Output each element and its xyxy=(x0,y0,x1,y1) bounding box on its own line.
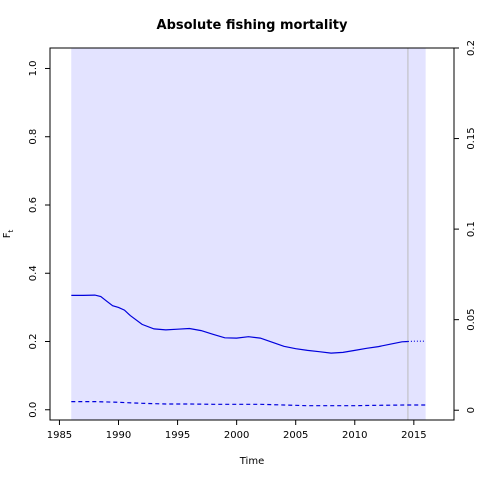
series-line-solid-0 xyxy=(71,294,408,354)
y-right-tick-label-1: 0.05 xyxy=(466,309,477,331)
x-tick-label-1995: 1995 xyxy=(165,430,190,441)
x-axis-label: Time xyxy=(239,456,264,467)
chart-title: Absolute fishing mortality xyxy=(157,18,348,33)
y-right-tick-label-4: 0.2 xyxy=(466,40,477,56)
y-right-tick-label-2: 0.1 xyxy=(466,221,477,237)
y-tick-label-1: 0.2 xyxy=(28,334,39,350)
y-tick-label-5: 1.0 xyxy=(28,61,39,77)
y-tick-label-3: 0.6 xyxy=(28,197,39,213)
y-axis-label: Ft xyxy=(2,229,15,238)
y-axis-left: 0.0 0.2 0.4 0.6 0.8 1.0 xyxy=(28,61,50,418)
x-tick-label-1990: 1990 xyxy=(106,430,131,441)
y-tick-label-2: 0.4 xyxy=(28,265,39,281)
y-axis-right: 0 0.05 0.1 0.15 0.2 xyxy=(454,40,477,413)
x-tick-label-2000: 2000 xyxy=(224,430,249,441)
x-tick-label-2015: 2015 xyxy=(401,430,426,441)
y-tick-label-4: 0.8 xyxy=(28,129,39,145)
plot-frame xyxy=(49,47,455,421)
y-axis-label-subscript: t xyxy=(7,229,15,232)
y-right-tick-label-3: 0.15 xyxy=(466,127,477,149)
y-right-tick-label-0: 0 xyxy=(466,407,477,413)
series-line-dashed-2 xyxy=(71,401,426,407)
x-tick-label-2005: 2005 xyxy=(283,430,308,441)
y-tick-label-0: 0.0 xyxy=(28,402,39,418)
confidence-band xyxy=(71,48,426,420)
x-axis: 1985 1990 1995 2000 2005 2010 2015 xyxy=(47,420,427,441)
y-axis-label-main: F xyxy=(2,232,13,238)
x-tick-label-2010: 2010 xyxy=(342,430,367,441)
x-tick-label-1985: 1985 xyxy=(47,430,72,441)
